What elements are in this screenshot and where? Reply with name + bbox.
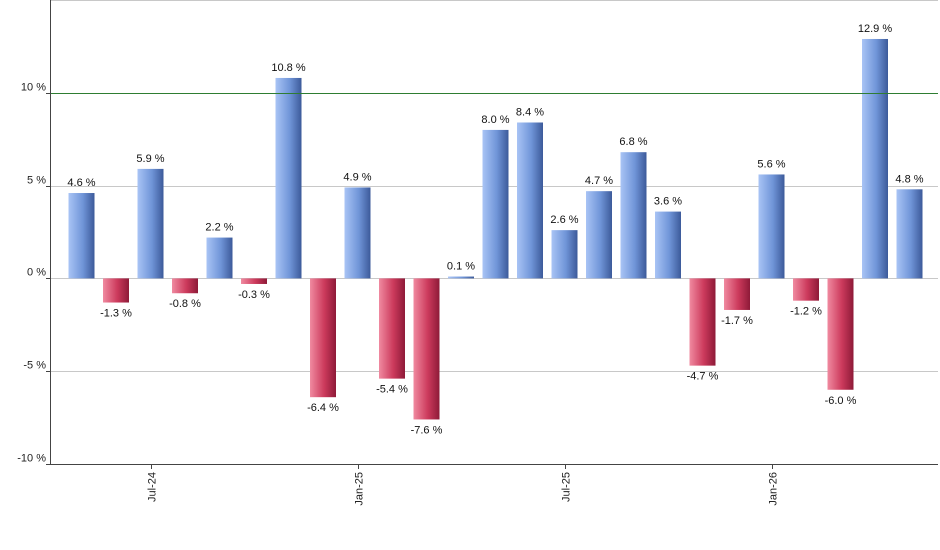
bar — [344, 187, 371, 279]
data-label: 4.6 % — [67, 177, 95, 189]
bar — [517, 122, 543, 279]
data-label: -6.0 % — [825, 395, 857, 407]
data-label: -6.4 % — [307, 402, 339, 414]
bar — [896, 189, 923, 279]
x-tick-label: Jul-24 — [147, 472, 159, 502]
x-tick-label: Jul-25 — [561, 472, 573, 502]
bar — [68, 193, 95, 279]
data-label: 4.7 % — [585, 175, 613, 187]
bars — [68, 38, 923, 420]
data-label: -0.3 % — [238, 289, 270, 301]
bar — [689, 278, 716, 366]
bar — [275, 77, 302, 279]
x-tick-label: Jan-26 — [768, 472, 780, 506]
x-tick-label: Jan-25 — [354, 472, 366, 506]
data-label: 4.8 % — [895, 173, 923, 185]
bar — [724, 278, 750, 310]
axes: -10 % -5 % 0 % 5 % 10 % Jul-24 Jan-25 Jul-25 Jan… — [17, 0, 938, 506]
bar — [655, 211, 681, 279]
bar — [586, 191, 612, 279]
bar — [137, 168, 164, 279]
data-label: -5.4 % — [376, 384, 408, 396]
y-tick-label: 10 % — [21, 82, 46, 94]
data-label: -0.8 % — [169, 298, 201, 310]
bar — [827, 278, 854, 390]
y-tick-label: -10 % — [17, 453, 46, 465]
data-label: -4.7 % — [687, 371, 719, 383]
bar — [310, 278, 336, 398]
bar — [862, 38, 888, 279]
bar — [448, 276, 474, 279]
bar — [482, 129, 509, 279]
data-label: 6.8 % — [619, 136, 647, 148]
data-label: 8.0 % — [481, 114, 509, 126]
data-label: 5.6 % — [757, 158, 785, 170]
y-tick-label: -5 % — [23, 360, 46, 372]
bar — [793, 278, 819, 301]
y-tick-label: 5 % — [27, 175, 46, 187]
bar — [413, 278, 440, 420]
bar — [172, 278, 198, 294]
data-label: 4.9 % — [343, 171, 371, 183]
data-label: 2.6 % — [550, 214, 578, 226]
data-label: 10.8 % — [271, 62, 305, 74]
data-label: 2.2 % — [205, 222, 233, 234]
data-label: 0.1 % — [447, 261, 475, 273]
data-label: 3.6 % — [654, 196, 682, 208]
data-label: -1.2 % — [790, 306, 822, 318]
bar — [551, 230, 578, 279]
data-labels: 4.6 % -1.3 % 5.9 % -0.8 % 2.2 % -0.3 % 10.8 % -… — [67, 23, 923, 436]
bar — [758, 174, 785, 279]
data-label: -7.6 % — [411, 424, 443, 436]
data-label: 8.4 % — [516, 106, 544, 118]
bar — [103, 278, 129, 303]
data-label: 12.9 % — [858, 23, 892, 35]
data-label: 5.9 % — [136, 153, 164, 165]
bar — [206, 237, 233, 279]
data-label: -1.7 % — [721, 315, 753, 327]
bar — [241, 278, 267, 284]
bar — [379, 278, 405, 379]
bar — [620, 152, 647, 279]
data-label: -1.3 % — [100, 308, 132, 320]
y-tick-label: 0 % — [27, 267, 46, 279]
